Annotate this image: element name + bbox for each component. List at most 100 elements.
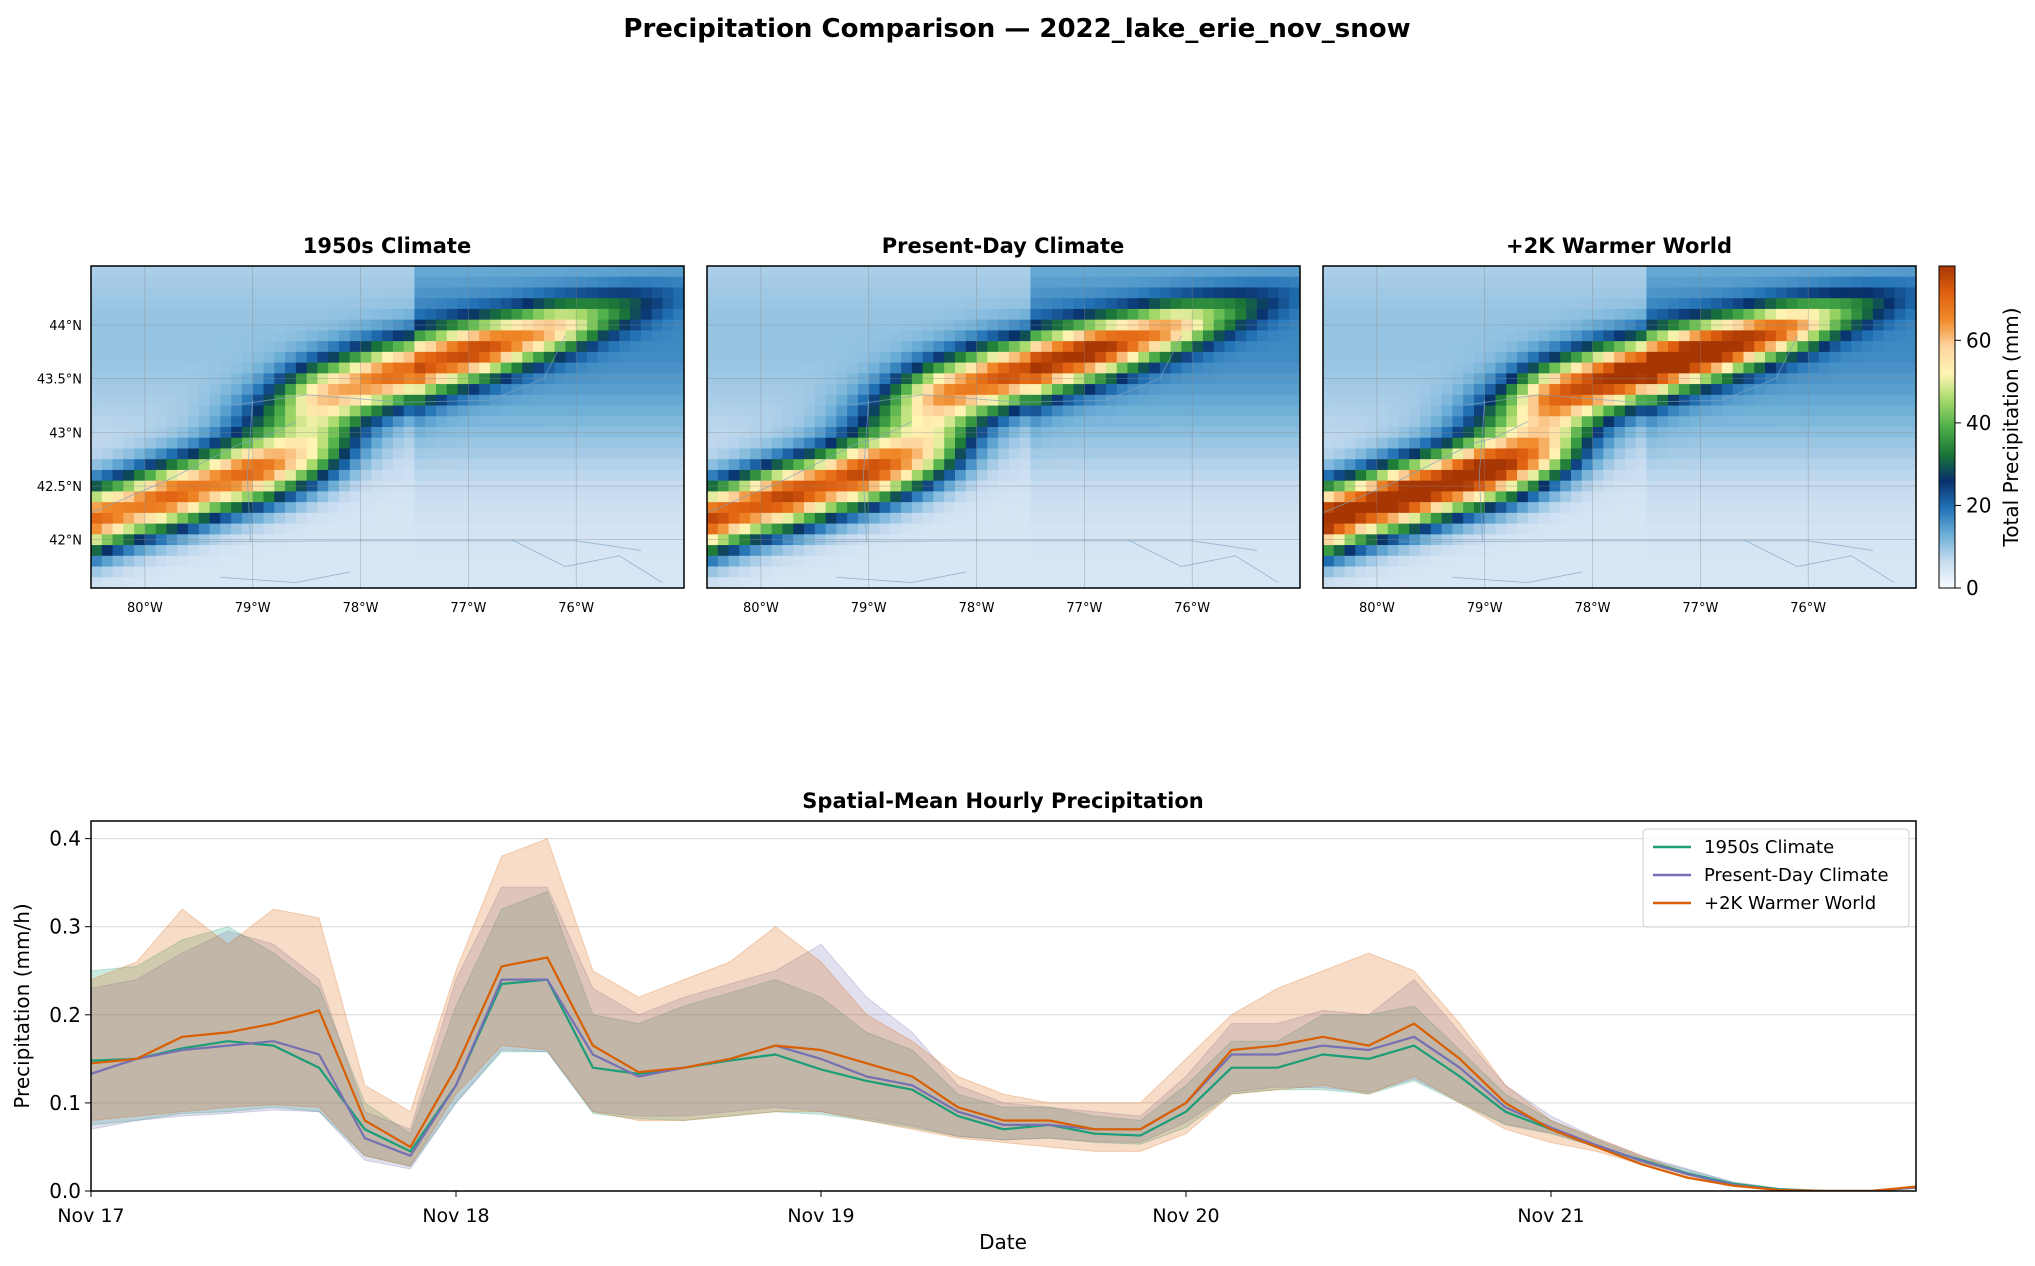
precip-cell xyxy=(1420,523,1432,535)
precip-cell xyxy=(565,341,577,353)
precip-cell xyxy=(1851,308,1863,321)
precip-cell xyxy=(403,405,416,417)
precip-cell xyxy=(576,351,588,364)
precip-cell xyxy=(1159,298,1172,310)
precip-cell xyxy=(1473,287,1486,299)
precip-cell xyxy=(1127,341,1139,353)
precip-cell xyxy=(1624,341,1637,353)
precip-cell xyxy=(1430,384,1443,396)
precip-cell xyxy=(954,298,967,310)
precip-cell xyxy=(1808,298,1820,310)
precip-cell xyxy=(543,276,556,289)
precip-cell xyxy=(1235,577,1247,588)
precip-cell xyxy=(1797,555,1809,568)
precip-cell xyxy=(1095,545,1107,557)
precip-cell xyxy=(554,555,566,568)
precip-cell xyxy=(1657,287,1669,299)
precip-cell xyxy=(209,427,221,439)
precip-cell xyxy=(1224,351,1236,364)
precip-cell xyxy=(782,287,794,299)
precip-cell xyxy=(1387,384,1400,396)
precip-cell xyxy=(1127,330,1139,342)
precip-cell xyxy=(1420,394,1432,407)
boundary-line xyxy=(166,540,641,551)
precip-cell xyxy=(707,405,719,417)
precip-cell xyxy=(177,491,189,503)
precip-cell xyxy=(1754,523,1766,535)
precip-cell xyxy=(1149,577,1161,588)
precip-cell xyxy=(177,427,189,439)
precip-cell xyxy=(1041,437,1053,450)
precip-cell xyxy=(1030,287,1042,299)
precip-cell xyxy=(446,437,459,450)
precip-cell xyxy=(392,566,405,578)
precip-cell xyxy=(263,512,275,525)
precip-cell xyxy=(1646,566,1658,578)
precip-cell xyxy=(295,427,308,439)
precip-cell xyxy=(252,545,265,557)
precip-cell xyxy=(1743,266,1755,278)
precip-cell xyxy=(1224,545,1236,557)
precip-cell xyxy=(1538,308,1551,321)
precip-cell xyxy=(651,287,664,299)
precip-cell xyxy=(1560,437,1572,450)
precip-cell xyxy=(1657,298,1669,310)
precip-cell xyxy=(760,405,773,417)
precip-cell xyxy=(954,437,967,450)
precip-cell xyxy=(1095,459,1107,471)
precip-cell xyxy=(134,523,146,535)
precip-cell xyxy=(1181,512,1193,525)
precip-cell xyxy=(1181,341,1193,353)
precip-cell xyxy=(306,469,319,482)
precip-cell xyxy=(1095,566,1107,578)
precip-cell xyxy=(944,394,956,407)
precip-cell xyxy=(836,459,848,471)
precip-cell xyxy=(101,276,114,289)
precip-cell xyxy=(1366,427,1378,439)
precip-cell xyxy=(868,459,881,471)
precip-cell xyxy=(522,341,534,353)
precip-cell xyxy=(306,545,319,557)
precip-cell xyxy=(998,448,1010,460)
precip-cell xyxy=(1527,469,1540,482)
precip-cell xyxy=(144,341,157,353)
precip-cell xyxy=(933,437,945,450)
precip-cell xyxy=(1278,394,1290,407)
precip-cell xyxy=(868,405,881,417)
precip-cell xyxy=(793,577,805,588)
precip-cell xyxy=(1333,276,1346,289)
precip-cell xyxy=(1549,384,1561,396)
precip-cell xyxy=(890,577,902,588)
precip-cell xyxy=(1603,330,1615,342)
precip-cell xyxy=(252,308,265,321)
precip-cell xyxy=(252,502,265,514)
precip-cell xyxy=(1170,308,1182,321)
precip-cell xyxy=(728,266,740,278)
precip-cell xyxy=(608,523,620,535)
precip-cell xyxy=(868,448,881,460)
precip-cell xyxy=(1159,459,1172,471)
precip-cell xyxy=(1409,437,1421,450)
precip-cell xyxy=(1635,469,1648,482)
precip-cell xyxy=(1116,351,1129,364)
precip-cell xyxy=(630,577,642,588)
precip-cell xyxy=(1678,384,1691,396)
precip-cell xyxy=(1256,362,1269,374)
precip-cell xyxy=(1278,502,1290,514)
precip-cell xyxy=(1538,384,1551,396)
precip-cell xyxy=(890,405,902,417)
precip-cell xyxy=(1409,469,1421,482)
precip-cell xyxy=(1181,469,1193,482)
precip-cell xyxy=(565,287,577,299)
precip-cell xyxy=(457,341,469,353)
precip-cell xyxy=(446,448,459,460)
precip-cell xyxy=(1905,287,1916,299)
precip-cell xyxy=(739,416,751,428)
precip-cell xyxy=(728,394,740,407)
precip-cell xyxy=(976,298,988,310)
precip-cell xyxy=(1840,545,1852,557)
precip-cell xyxy=(619,502,631,514)
precip-cell xyxy=(1484,512,1497,525)
precip-cell xyxy=(1278,384,1290,396)
precip-cell xyxy=(489,362,502,374)
